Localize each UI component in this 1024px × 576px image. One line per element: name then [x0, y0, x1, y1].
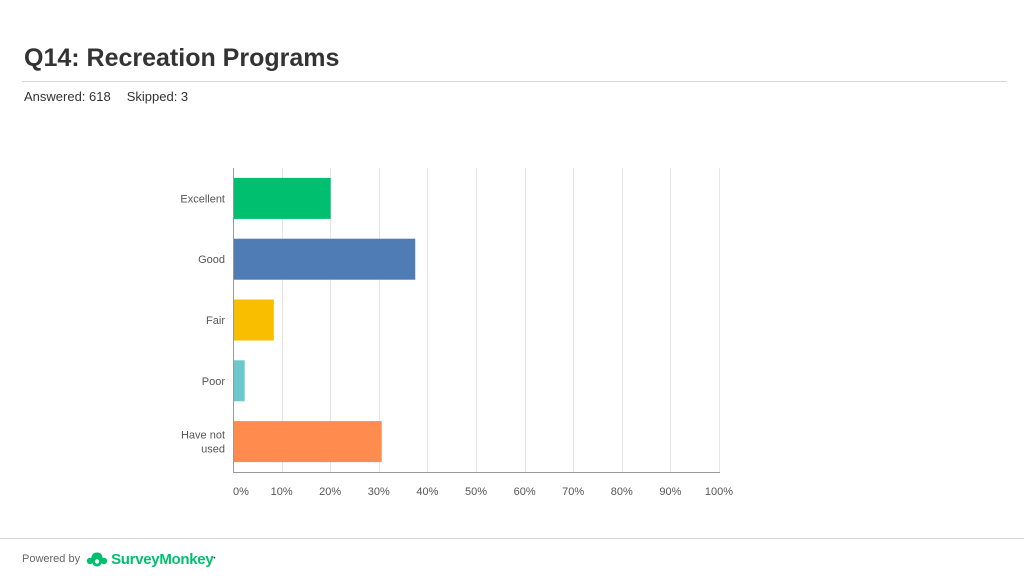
category-label: Excellent [180, 193, 225, 205]
trademark-mark: • [213, 556, 216, 562]
x-tick-label: 90% [659, 486, 681, 498]
brand-name: SurveyMonkey [111, 550, 214, 568]
bar-good [233, 238, 416, 280]
title-divider [22, 81, 1007, 82]
x-tick-label: 100% [705, 486, 733, 498]
surveymonkey-logo-icon [86, 552, 108, 567]
category-label: Have not used [181, 430, 225, 456]
x-tick-label: 80% [611, 486, 633, 498]
x-tick-label: 30% [368, 486, 390, 498]
x-tick-label: 40% [416, 486, 438, 498]
bar-have-not-used [233, 421, 382, 463]
x-tick-label: 20% [319, 486, 341, 498]
x-tick-label: 10% [271, 486, 293, 498]
x-tick-label: 60% [514, 486, 536, 498]
bar-excellent [233, 177, 331, 219]
x-tick-label: 70% [562, 486, 584, 498]
category-label: Good [198, 254, 225, 266]
bar-poor [233, 360, 245, 402]
x-tick-label: 50% [465, 486, 487, 498]
category-label: Fair [206, 315, 225, 327]
footer-divider [0, 538, 1024, 539]
footer: Powered by SurveyMonkey • [22, 548, 215, 570]
page-title: Q14: Recreation Programs [24, 44, 340, 72]
powered-by-text: Powered by [22, 553, 81, 565]
skipped-count: Skipped: 3 [126, 89, 189, 104]
x-tick-label: 0% [233, 486, 249, 498]
answered-count: Answered: 618 [24, 89, 111, 104]
category-label: Poor [202, 376, 226, 388]
response-stats: Answered: 618 Skipped: 3 [24, 89, 188, 104]
bar-fair [233, 299, 274, 341]
